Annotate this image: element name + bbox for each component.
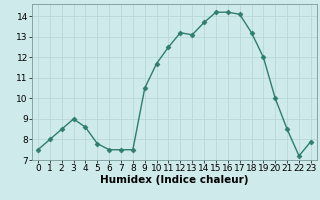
X-axis label: Humidex (Indice chaleur): Humidex (Indice chaleur) [100, 175, 249, 185]
